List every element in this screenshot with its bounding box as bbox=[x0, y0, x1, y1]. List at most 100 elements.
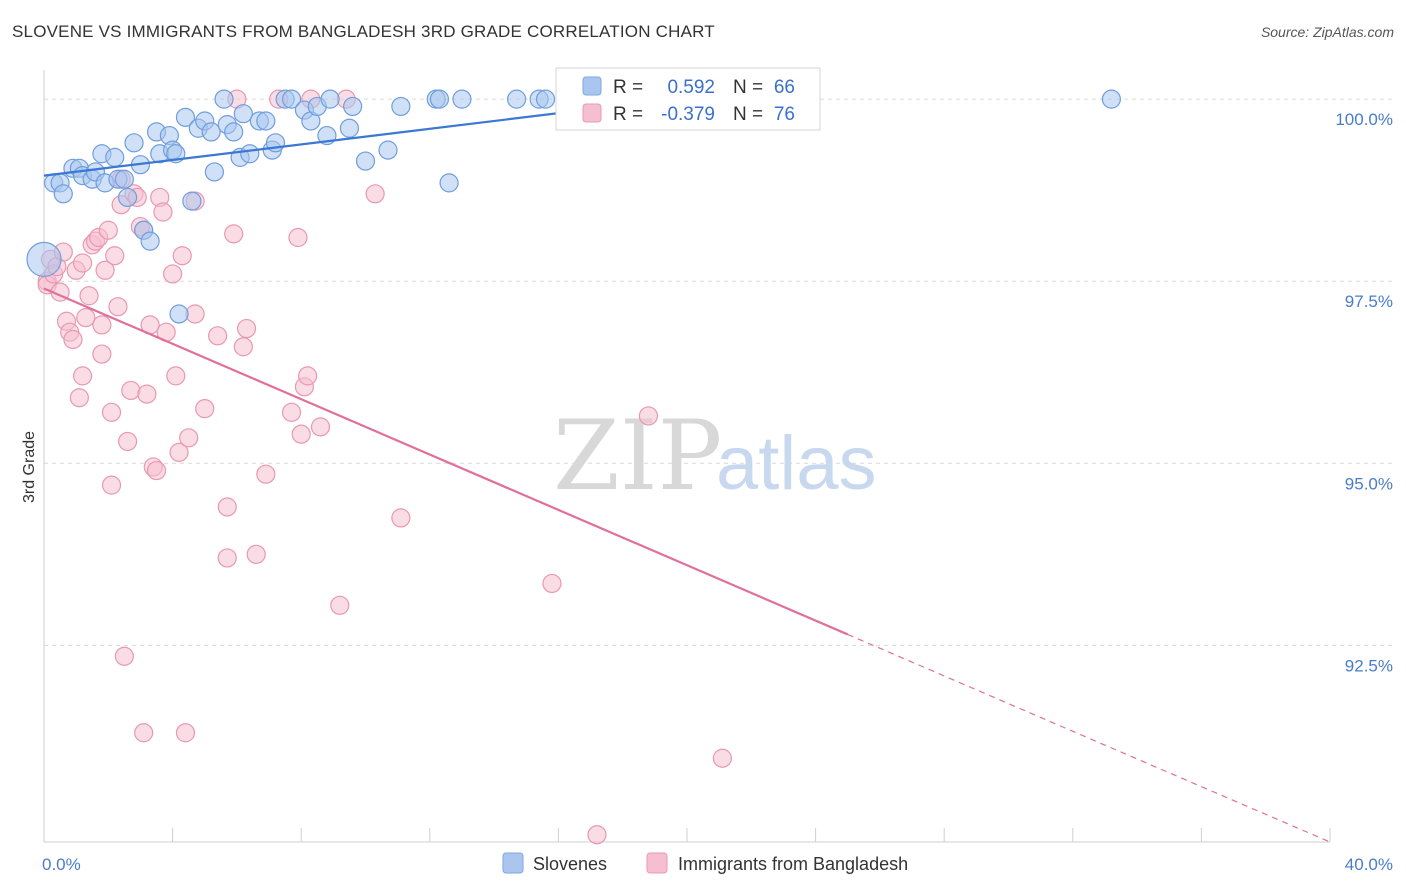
bangladesh-point-53 bbox=[208, 326, 228, 346]
slovenes-point-11 bbox=[105, 147, 125, 167]
slovenes-point-33 bbox=[224, 122, 244, 142]
slovenes-point-55 bbox=[439, 173, 459, 193]
bangladesh-point-46 bbox=[169, 442, 189, 462]
slovenes-point-54 bbox=[429, 89, 450, 109]
slovenes-point-29 bbox=[201, 122, 221, 142]
slovenes-point-0 bbox=[26, 241, 62, 277]
bangladesh-point-44 bbox=[163, 264, 183, 284]
bangladesh-point-25 bbox=[105, 246, 125, 266]
bangladesh-point-11 bbox=[69, 388, 89, 408]
y-tick-label-0: 92.5% bbox=[1345, 656, 1393, 675]
legend-n-value-2: 76 bbox=[774, 104, 795, 125]
tick-labels: 92.5% 95.0% 97.5% 100.0% 0.0% 40.0% bbox=[42, 110, 1393, 874]
slovenes-point-18 bbox=[140, 231, 160, 251]
bangladesh-point-40 bbox=[146, 460, 167, 481]
bangladesh-point-73 bbox=[542, 573, 562, 594]
bottom-legend-slovenes: Slovenes bbox=[533, 854, 607, 874]
bangladesh-point-9 bbox=[63, 329, 83, 350]
slovenes-point-50 bbox=[355, 151, 376, 171]
chart-title: SLOVENE VS IMMIGRANTS FROM BANGLADESH 3R… bbox=[12, 22, 715, 41]
bangladesh-point-62 bbox=[281, 402, 302, 422]
bangladesh-point-15 bbox=[79, 286, 99, 306]
slovenes-point-35 bbox=[233, 104, 253, 124]
bangladesh-point-57 bbox=[233, 337, 253, 357]
legend-r-label-1: R = bbox=[613, 77, 643, 98]
source-label: Source: ZipAtlas.com bbox=[1260, 24, 1394, 40]
watermark-atlas: atlas bbox=[716, 421, 877, 506]
slovenes-point-65 bbox=[1101, 89, 1121, 109]
bangladesh-point-51 bbox=[185, 304, 205, 324]
slovenes-point-24 bbox=[169, 304, 189, 324]
slovenes-point-26 bbox=[182, 191, 202, 211]
bangladesh-point-64 bbox=[291, 424, 311, 444]
bangladesh-point-36 bbox=[134, 723, 154, 743]
bangladesh-point-69 bbox=[330, 595, 350, 615]
bangladesh-trend-line bbox=[43, 287, 849, 636]
bangladesh-point-71 bbox=[365, 184, 385, 204]
bangladesh-point-42 bbox=[153, 202, 173, 222]
slovenes-point-52 bbox=[391, 96, 411, 117]
bangladesh-point-63 bbox=[288, 227, 308, 248]
bangladesh-point-21 bbox=[95, 260, 115, 280]
bangladesh-point-66 bbox=[298, 366, 318, 386]
legend-n-value-1: 66 bbox=[774, 77, 795, 98]
legend-swatch-slovenes bbox=[582, 76, 602, 96]
bangladesh-point-49 bbox=[179, 428, 199, 448]
grid-layer bbox=[44, 98, 1395, 646]
bottom-legend-swatch-slovenes bbox=[502, 852, 524, 874]
bangladesh-point-54 bbox=[217, 548, 237, 568]
slovenes-point-47 bbox=[320, 89, 340, 109]
bangladesh-point-22 bbox=[98, 220, 118, 240]
bangladesh-point-29 bbox=[114, 646, 134, 666]
bangladesh-point-74 bbox=[587, 825, 607, 845]
legend-r-value-1: 0.592 bbox=[667, 77, 715, 98]
bottom-legend-bangladesh: Immigrants from Bangladesh bbox=[678, 854, 908, 874]
bangladesh-point-47 bbox=[172, 246, 192, 266]
bangladesh-point-14 bbox=[76, 308, 96, 328]
slovenes-point-49 bbox=[343, 96, 363, 117]
bangladesh-point-52 bbox=[195, 399, 215, 419]
watermark: ZIP atlas bbox=[553, 400, 877, 512]
bangladesh-point-37 bbox=[137, 384, 157, 404]
slovenes-point-48 bbox=[339, 118, 360, 138]
legend-r-value-2: -0.379 bbox=[661, 104, 715, 125]
bangladesh-point-26 bbox=[108, 297, 128, 317]
series-legend: Slovenes Immigrants from Bangladesh bbox=[502, 852, 908, 874]
bangladesh-point-56 bbox=[224, 224, 244, 244]
watermark-zip: ZIP bbox=[553, 400, 722, 512]
bottom-legend-swatch-bangladesh bbox=[646, 852, 668, 874]
bangladesh-point-31 bbox=[121, 380, 141, 401]
bangladesh-point-58 bbox=[236, 318, 257, 339]
bangladesh-point-72 bbox=[391, 508, 411, 528]
x-tick-label-1: 40.0% bbox=[1345, 855, 1393, 874]
bangladesh-point-20 bbox=[92, 344, 112, 364]
bangladesh-point-13 bbox=[72, 366, 93, 386]
bangladesh-point-68 bbox=[310, 417, 331, 437]
slovenes-point-59 bbox=[535, 89, 556, 109]
slovenes-point-36 bbox=[240, 144, 260, 164]
y-tick-label-2: 97.5% bbox=[1345, 292, 1393, 311]
slovenes-point-3 bbox=[53, 184, 73, 204]
bangladesh-point-45 bbox=[166, 366, 186, 386]
bangladesh-point-60 bbox=[256, 464, 276, 484]
bangladesh-point-48 bbox=[175, 723, 196, 743]
y-tick-label-1: 95.0% bbox=[1345, 474, 1393, 493]
stats-legend: R = 0.592 N = 66 R = -0.379 N = 76 bbox=[555, 67, 821, 131]
bangladesh-point-59 bbox=[246, 544, 266, 564]
bangladesh-point-30 bbox=[117, 431, 138, 452]
slovenes-point-51 bbox=[378, 140, 398, 160]
bangladesh-point-55 bbox=[217, 497, 237, 517]
axes-layer bbox=[43, 70, 1331, 843]
slovenes-point-14 bbox=[117, 187, 138, 208]
slovenes-point-31 bbox=[214, 89, 234, 109]
slovenes-point-42 bbox=[281, 89, 302, 109]
y-axis-label: 3rd Grade bbox=[21, 431, 38, 503]
slovenes-point-57 bbox=[507, 89, 527, 109]
legend-n-label-2: N = bbox=[733, 104, 763, 125]
series-slovenes-points bbox=[26, 89, 1121, 324]
slovenes-point-56 bbox=[452, 89, 472, 109]
legend-r-label-2: R = bbox=[613, 104, 643, 125]
slovenes-point-38 bbox=[256, 111, 276, 131]
bangladesh-point-23 bbox=[101, 402, 122, 422]
